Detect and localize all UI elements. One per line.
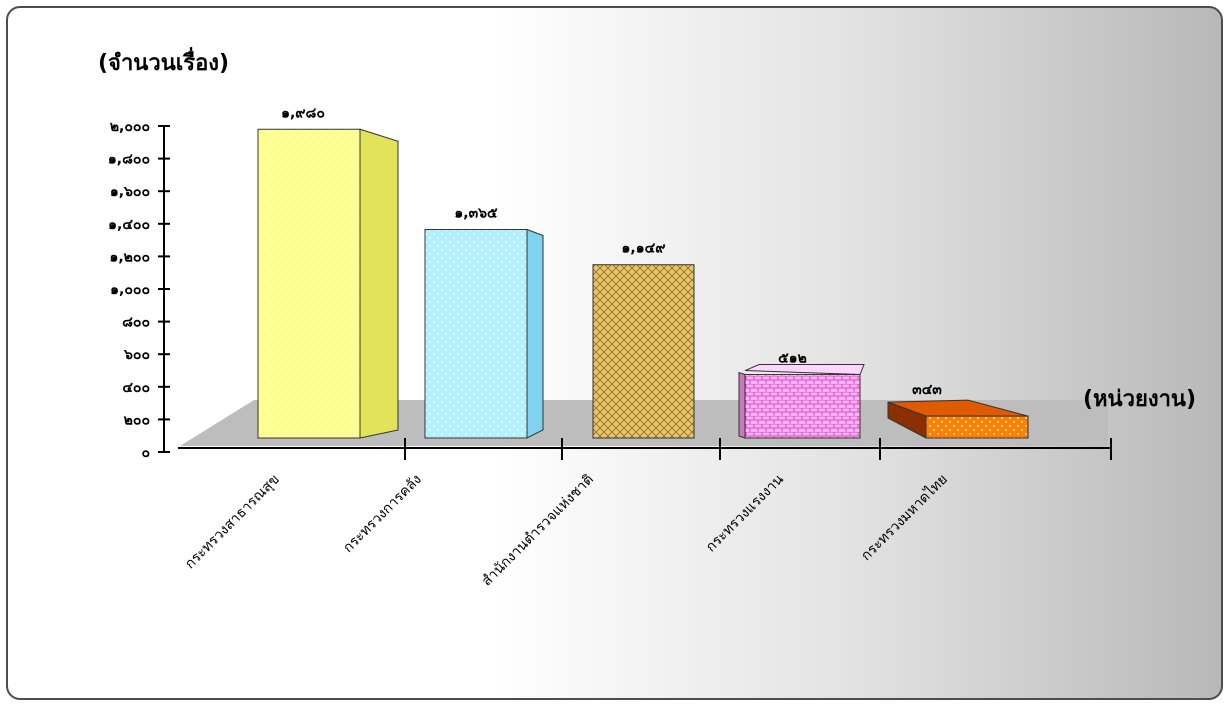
bar-side — [738, 371, 746, 439]
y-tick-label: ๐ — [141, 445, 150, 461]
category-label: กระทรวงการคลัง — [340, 472, 425, 557]
bar-front — [744, 374, 861, 439]
category-label: กระทรวงสาธารณสุข — [182, 472, 283, 573]
data-label: ๑,๙๘๐ — [281, 105, 325, 121]
bar-1 — [257, 128, 399, 439]
bar-front — [925, 415, 1029, 439]
bar-3 — [592, 264, 695, 439]
y-tick-label: ๖๐๐ — [123, 347, 150, 363]
y-axis-title: (จำนวนเรื่อง) — [98, 46, 229, 76]
category-label: กระทรวงแรงงาน — [703, 471, 787, 555]
y-tick-label: ๑,๘๐๐ — [108, 152, 150, 168]
y-tick-label: ๒๐๐ — [124, 412, 150, 428]
y-tick-label: ๘๐๐ — [122, 315, 150, 331]
category-label: กระทรวงมหาดไทย — [858, 471, 951, 564]
x-axis-title: (หน่วยงาน) — [1083, 387, 1196, 412]
bar-2 — [424, 228, 544, 439]
data-label: ๑,๓๖๕ — [454, 206, 498, 222]
data-label: ๕๑๒ — [778, 351, 807, 367]
y-tick-label: ๑,๔๐๐ — [108, 217, 150, 233]
bar-side — [526, 228, 544, 439]
bar-5 — [887, 399, 1029, 439]
bar-side — [359, 128, 399, 439]
bar-front — [424, 229, 528, 439]
bar-top — [744, 364, 865, 376]
y-tick-label: ๑,๐๐๐ — [110, 282, 150, 298]
data-label: ๑,๑๔๙ — [622, 241, 666, 257]
data-label: ๓๔๓ — [912, 382, 942, 398]
y-tick-label: ๒,๐๐๐ — [110, 119, 150, 135]
category-label: สำนักงานตำรวจแห่งชาติ — [479, 472, 597, 590]
y-tick-label: ๑,๖๐๐ — [110, 184, 150, 200]
y-tick-label: ๑,๒๐๐ — [109, 249, 150, 265]
bar-4 — [738, 364, 865, 439]
y-tick-label: ๔๐๐ — [122, 380, 150, 396]
chart-frame: ๑,๙๘๐๑,๓๖๕๑,๑๔๙๕๑๒๓๔๓๐ ๒๐๐ ๔๐๐ ๖๐๐ ๘๐๐ ๑,๐๐๐ ๑… — [6, 6, 1223, 700]
bar-front — [257, 128, 361, 439]
bar-front — [592, 264, 695, 439]
